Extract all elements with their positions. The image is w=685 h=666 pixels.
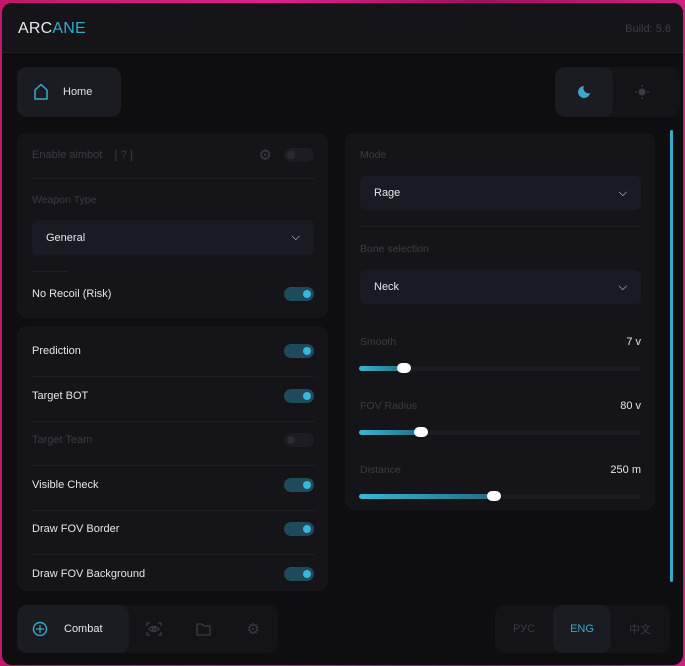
nav-combat[interactable]: Combat <box>17 605 130 653</box>
home-icon <box>34 83 48 100</box>
lang-ru[interactable]: РУС <box>512 623 536 635</box>
divider <box>32 465 314 466</box>
slider-track[interactable] <box>359 427 641 437</box>
bone-dropdown[interactable]: Neck ⌵ <box>360 270 641 304</box>
build-version: Build: 5.6 <box>625 23 671 35</box>
gear-icon: ⚙ <box>246 621 260 638</box>
slider-value: 80 v <box>620 400 641 412</box>
toggle-label: Draw FOV Background <box>32 567 146 580</box>
divider <box>32 271 68 272</box>
sun-icon <box>635 85 649 99</box>
slider-value: 250 m <box>610 464 641 476</box>
toggle-switch[interactable] <box>284 477 314 492</box>
toggle-row: Target Team <box>32 433 314 447</box>
no-recoil-label: No Recoil (Risk) <box>32 288 112 300</box>
toggle-switch[interactable] <box>284 522 314 536</box>
divider <box>32 376 314 377</box>
enable-aimbot-row: Enable aimbot [ ? ] ⚙ <box>32 147 314 164</box>
no-recoil-toggle[interactable] <box>284 287 314 301</box>
toggle-row: Target BOT <box>32 388 314 403</box>
weapon-type-dropdown[interactable]: General ⌵ <box>32 220 314 255</box>
crosshair-icon <box>32 621 48 637</box>
slider-thumb[interactable] <box>414 427 429 437</box>
slider-value: 7 v <box>626 336 641 348</box>
toggle-switch[interactable] <box>284 566 314 581</box>
light-theme-button[interactable] <box>613 67 671 117</box>
nav-files[interactable] <box>179 605 229 653</box>
help-link[interactable]: [ ? ] <box>114 149 133 161</box>
divider <box>32 420 314 422</box>
aimbot-card: Enable aimbot [ ? ] ⚙ Weapon Type Genera… <box>17 133 328 318</box>
language-switch: РУС ENG 中文 <box>495 605 670 653</box>
home-button[interactable]: Home <box>17 67 121 117</box>
logo-part-1: ARC <box>18 20 53 37</box>
mode-value: Rage <box>374 187 401 199</box>
toggle-label: Visible Check <box>32 478 99 491</box>
toggle-row: Visible Check <box>32 477 314 492</box>
enable-aimbot-toggle[interactable] <box>284 148 314 162</box>
gear-icon[interactable]: ⚙ <box>258 147 272 164</box>
slider-label: Smooth <box>360 336 397 348</box>
logo-part-2: ANE <box>52 20 86 37</box>
toggle-label: Prediction <box>32 345 81 357</box>
mode-label: Mode <box>360 149 387 161</box>
scrollbar[interactable] <box>670 130 673 582</box>
nav-combat-label: Combat <box>64 623 103 635</box>
toggle-switch[interactable] <box>284 344 314 358</box>
slider-thumb[interactable] <box>397 363 412 373</box>
dark-theme-button[interactable] <box>555 67 613 117</box>
theme-switch <box>555 67 680 117</box>
divider <box>32 178 314 179</box>
settings-card: Mode Rage ⌵ Bone selection Neck ⌵ Smooth 7 … <box>345 133 655 510</box>
chevron-down-icon: ⌵ <box>291 231 300 243</box>
toggle-label: Target BOT <box>32 389 89 402</box>
slider-fill <box>359 494 495 499</box>
nav-visuals[interactable] <box>129 605 179 653</box>
nav-settings[interactable]: ⚙ <box>228 605 278 653</box>
toggle-row: Draw FOV Border <box>32 522 314 536</box>
bottom-nav: Combat ⚙ <box>17 605 278 653</box>
app-window: ARCANE Build: 5.6 Home Enable aimbot [ ?… <box>2 3 683 665</box>
eye-scan-icon <box>146 622 162 636</box>
home-label: Home <box>63 86 93 98</box>
weapon-type-label: Weapon Type <box>32 194 97 206</box>
header: ARCANE Build: 5.6 <box>2 3 683 53</box>
no-recoil-row: No Recoil (Risk) <box>32 287 314 301</box>
slider-label: Distance <box>360 464 401 476</box>
divider <box>32 509 314 511</box>
toggle-switch[interactable] <box>284 433 314 447</box>
slider-fill <box>359 430 422 435</box>
divider <box>360 226 641 227</box>
toggle-row: Prediction <box>32 344 314 358</box>
divider <box>32 554 314 555</box>
toggle-row: Draw FOV Background <box>32 566 314 581</box>
moon-icon <box>578 86 590 98</box>
options-card: Prediction Target BOT Target Team Visible C… <box>17 326 328 591</box>
slider-track[interactable] <box>359 491 641 501</box>
bone-selection-label: Bone selection <box>360 243 429 255</box>
toggle-label: Target Team <box>32 434 93 446</box>
toggle-switch[interactable] <box>284 388 314 403</box>
logo: ARCANE <box>18 20 86 38</box>
bone-value: Neck <box>374 281 400 293</box>
mode-dropdown[interactable]: Rage ⌵ <box>360 176 641 210</box>
slider-track[interactable] <box>359 363 641 373</box>
folder-icon <box>195 623 211 636</box>
lang-zh[interactable]: 中文 <box>629 624 651 636</box>
slider-thumb[interactable] <box>487 491 502 501</box>
chevron-down-icon: ⌵ <box>618 186 627 199</box>
weapon-type-value: General <box>46 231 86 244</box>
lang-en[interactable]: ENG <box>553 605 611 653</box>
enable-aimbot-label: Enable aimbot <box>32 149 103 161</box>
slider-label: FOV Radius <box>360 400 418 412</box>
slider-fill <box>359 366 405 371</box>
chevron-down-icon: ⌵ <box>618 280 627 293</box>
toggle-label: Draw FOV Border <box>32 523 120 535</box>
